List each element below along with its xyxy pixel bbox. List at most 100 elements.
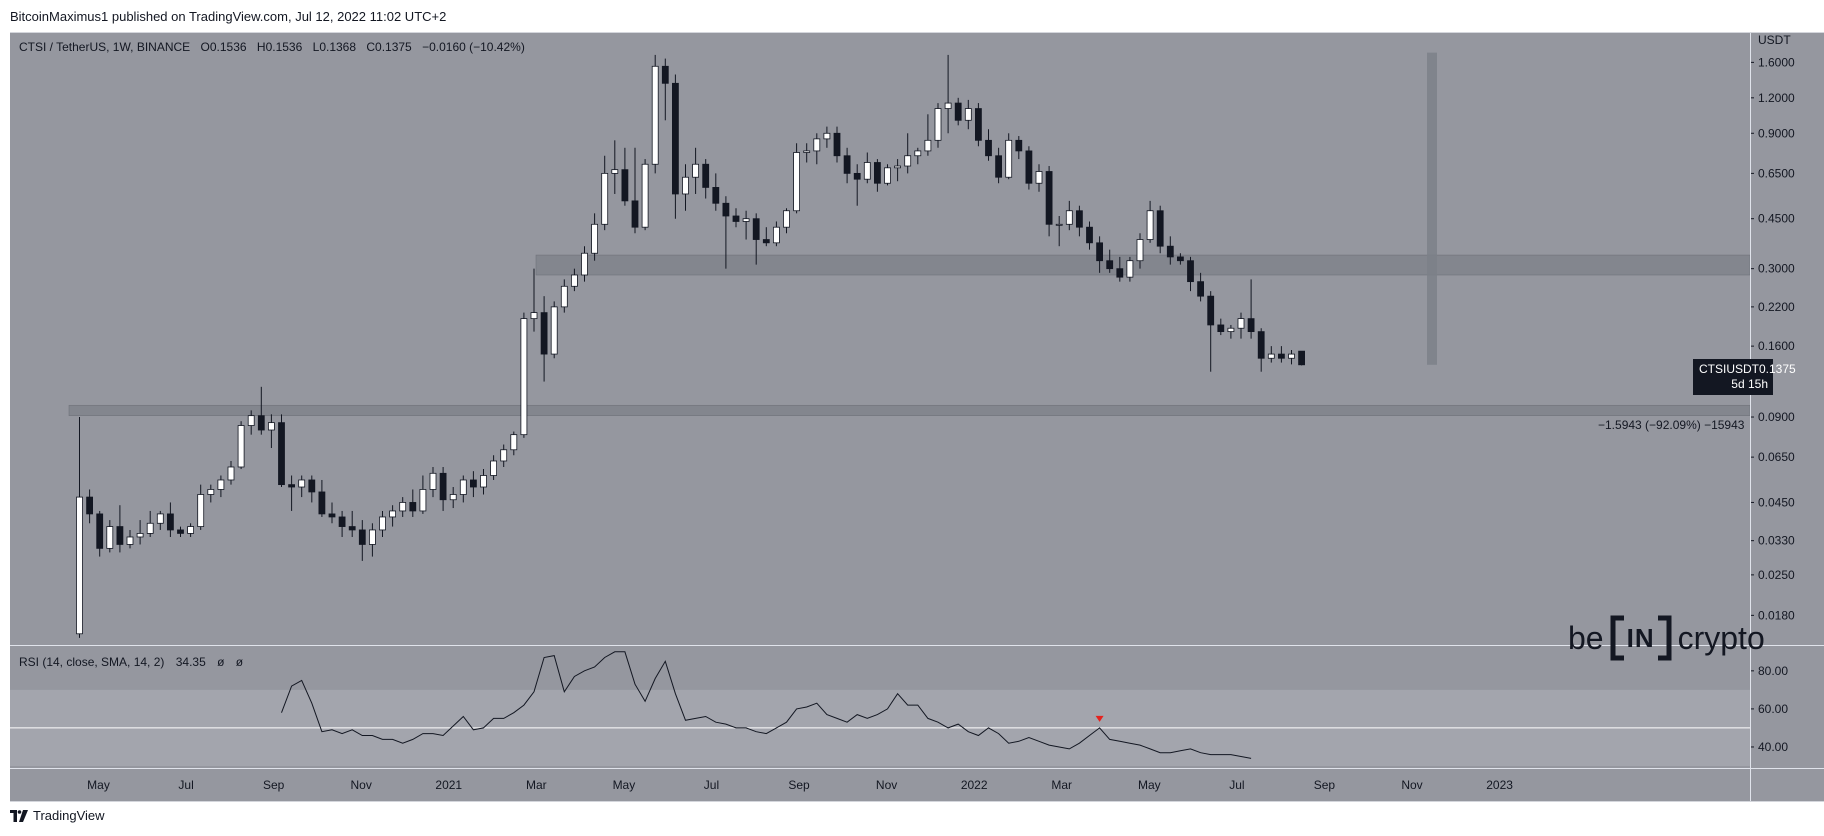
candle[interactable] [611,140,619,194]
candle[interactable] [1065,200,1073,231]
candle[interactable] [1126,256,1134,282]
candle[interactable] [783,208,790,234]
candle[interactable] [975,103,982,147]
candle[interactable] [1045,166,1053,237]
candle[interactable] [237,421,245,470]
candle[interactable] [540,296,548,382]
candle[interactable] [995,147,1002,184]
candle[interactable] [389,505,397,527]
candle[interactable] [672,74,679,219]
candle[interactable] [742,210,750,240]
candle[interactable] [308,475,316,503]
candle[interactable] [954,97,962,126]
symbol-name[interactable]: CTSI / TetherUS, 1W, BINANCE [19,40,191,54]
candle[interactable] [1106,249,1114,273]
candle[interactable] [469,471,477,498]
candle[interactable] [187,523,195,537]
candle[interactable] [884,164,891,186]
candle[interactable] [1227,324,1235,339]
candle[interactable] [803,143,811,163]
candle[interactable] [581,246,588,282]
support-zone-1[interactable] [68,404,1750,416]
candle[interactable] [399,497,407,517]
candle[interactable] [833,126,841,163]
candle[interactable] [126,529,134,549]
candle[interactable] [409,489,417,517]
candle[interactable] [651,54,659,174]
candle[interactable] [217,475,225,498]
chart-frame[interactable]: USDT 1.6000 1.2000 0.9000 0.6500 0.4500 0.3000… [10,32,1824,802]
candle[interactable] [227,460,235,485]
candle[interactable] [1237,312,1245,339]
candle[interactable] [1207,291,1215,372]
candle[interactable] [1005,133,1013,180]
candle[interactable] [156,510,164,530]
candle[interactable] [1247,279,1255,339]
candle[interactable] [459,475,467,503]
tradingview-logo-icon[interactable] [10,809,28,822]
candle[interactable] [116,505,124,553]
candle[interactable] [1116,256,1124,282]
candle[interactable] [985,129,992,161]
candle[interactable] [722,196,730,269]
symbol-legend[interactable]: CTSI / TetherUS, 1W, BINANCE O0.1536 H0.… [19,40,525,54]
candle[interactable] [257,386,265,435]
candle[interactable] [1086,221,1093,250]
candle[interactable] [752,213,760,265]
candle[interactable] [177,526,184,537]
candle[interactable] [530,268,538,332]
candle[interactable] [358,520,366,561]
candle[interactable] [1187,256,1194,292]
candle[interactable] [904,133,912,174]
candle[interactable] [490,455,498,480]
candle[interactable] [288,475,296,511]
candle[interactable] [914,147,922,165]
price-axis[interactable]: USDT 1.6000 1.2000 0.9000 0.6500 0.4500 0.3000… [1750,33,1824,645]
candle[interactable] [1197,272,1204,302]
candle[interactable] [571,268,578,292]
candle[interactable] [510,431,518,456]
candle[interactable] [793,143,800,214]
candle[interactable] [712,173,720,211]
candle[interactable] [1035,164,1043,192]
price-range-measure[interactable] [1427,52,1437,365]
candle[interactable] [550,301,558,359]
time-axis[interactable]: May Jul Sep Nov 2021 Mar May Jul Sep Nov 2022 Mar Ma… [10,768,1750,801]
candle[interactable] [348,510,356,537]
candle[interactable] [429,466,437,498]
candle[interactable] [146,510,154,537]
candle[interactable] [419,475,427,514]
pane-divider[interactable] [10,645,1824,646]
rsi-line[interactable] [281,651,1252,759]
rsi-label[interactable]: RSI (14, close, SMA, 14, 2) [19,655,165,669]
candle[interactable] [843,147,851,184]
candle[interactable] [631,147,639,234]
candle[interactable] [1025,146,1033,190]
candle[interactable] [368,523,376,557]
candle[interactable] [863,152,871,184]
candle[interactable] [682,164,689,211]
candle[interactable] [338,510,346,537]
candle[interactable] [1055,215,1063,247]
candle[interactable] [1015,136,1023,160]
candle[interactable] [76,417,83,638]
candle[interactable] [197,484,205,530]
candle[interactable] [1267,346,1275,363]
candle[interactable] [1257,328,1265,372]
candle[interactable] [661,58,669,121]
price-pane[interactable] [10,33,1750,645]
candle[interactable] [1166,236,1174,265]
candle[interactable] [267,414,275,448]
candle[interactable] [439,466,447,511]
candle[interactable] [1096,236,1103,273]
candle[interactable] [86,489,93,524]
footer[interactable]: TradingView [10,808,105,823]
candle[interactable] [1217,318,1225,336]
candle[interactable] [136,520,144,545]
candle[interactable] [894,159,901,182]
candle[interactable] [166,502,174,537]
candle[interactable] [500,444,508,467]
candle[interactable] [934,103,942,148]
candle[interactable] [601,155,609,231]
candle[interactable] [964,99,972,130]
